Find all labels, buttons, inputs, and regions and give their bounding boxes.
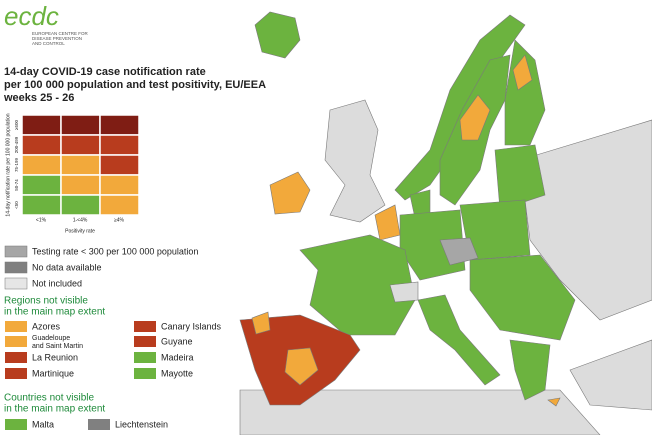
region-label: Guadeloupe xyxy=(32,335,70,342)
logo: ecdc xyxy=(4,1,59,31)
matrix-y-tick: <50 xyxy=(14,201,19,209)
legend-swatch xyxy=(4,245,28,258)
logo-subtitle: EUROPEAN CENTRE FOR xyxy=(32,31,89,36)
spain-region xyxy=(284,347,319,386)
regions-heading: Regions not visible xyxy=(4,296,88,307)
turkey xyxy=(569,339,652,411)
finland xyxy=(504,39,546,146)
cell xyxy=(21,134,62,156)
map xyxy=(239,11,652,435)
logo-subtitle: AND CONTROL xyxy=(32,41,65,46)
east-europe xyxy=(519,119,652,321)
logo-subtitle: DISEASE PREVENTION xyxy=(32,36,82,41)
legend-swatch xyxy=(134,368,156,379)
legend-swatch xyxy=(5,419,27,430)
france xyxy=(299,234,416,336)
cell xyxy=(21,174,62,196)
ireland xyxy=(269,171,311,215)
central-east xyxy=(469,254,576,341)
cell xyxy=(99,174,140,196)
legend-label: Testing rate < 300 per 100 000 populatio… xyxy=(32,246,198,256)
italy xyxy=(417,294,501,386)
baltics xyxy=(494,144,546,211)
cell xyxy=(21,114,62,136)
cell xyxy=(60,114,101,136)
cell xyxy=(60,174,101,196)
region-label: Martinique xyxy=(32,368,74,378)
title: per 100 000 population and test positivi… xyxy=(4,79,266,91)
region-label: Azores xyxy=(32,321,61,331)
legend-label: No data available xyxy=(32,262,102,272)
legend-swatch xyxy=(5,368,27,379)
cell xyxy=(99,154,140,176)
legend-swatch xyxy=(5,321,27,332)
legend-swatch xyxy=(5,352,27,363)
north-africa xyxy=(239,389,601,435)
spain-north-region xyxy=(251,311,271,335)
cell xyxy=(21,154,62,176)
matrix-y-tick: 50-74 xyxy=(14,179,19,191)
greek-island xyxy=(547,397,561,407)
legend-swatch xyxy=(5,336,27,347)
sweden-region xyxy=(459,94,491,141)
region-label: and Saint Martin xyxy=(32,343,83,350)
legend-swatch xyxy=(134,336,156,347)
cell xyxy=(60,154,101,176)
uk xyxy=(324,99,386,223)
legend-swatch xyxy=(4,277,28,290)
legend-swatch xyxy=(4,261,28,274)
matrix-x-tick: ≥4% xyxy=(114,217,125,223)
region-label: Canary Islands xyxy=(161,321,222,331)
region-label: Guyane xyxy=(161,336,193,346)
region-label: Mayotte xyxy=(161,368,193,378)
matrix-y-tick: 200-499 xyxy=(14,136,19,153)
czechia xyxy=(439,237,479,266)
matrix-y-tick: 75-199 xyxy=(14,157,19,172)
title: weeks 25 - 26 xyxy=(3,92,74,104)
legend-label: Not included xyxy=(32,278,82,288)
matrix-x-label: Positivity rate xyxy=(65,228,95,234)
legend-swatch xyxy=(88,419,110,430)
matrix-x-tick: 1-<4% xyxy=(73,217,88,223)
left-panel: ecdc EUROPEAN CENTRE FOR DISEASE PREVENT… xyxy=(3,1,266,430)
cell xyxy=(60,134,101,156)
iceland xyxy=(254,11,301,59)
matrix-x-tick: <1% xyxy=(36,217,47,223)
country-label: Malta xyxy=(32,419,54,429)
cell xyxy=(21,194,62,216)
cell xyxy=(99,134,140,156)
region-label: La Reunion xyxy=(32,352,78,362)
countries-heading: in the main map extent xyxy=(4,404,105,415)
matrix xyxy=(21,114,140,216)
regions-heading: in the main map extent xyxy=(4,307,105,318)
switzerland xyxy=(389,281,419,303)
cell xyxy=(99,114,140,136)
cell xyxy=(60,194,101,216)
country-label: Liechtenstein xyxy=(115,419,168,429)
countries-heading: Countries not visible xyxy=(4,393,94,404)
greece xyxy=(509,339,551,401)
cell xyxy=(99,194,140,216)
finland-region xyxy=(512,54,533,91)
matrix-y-tick: ≥500 xyxy=(14,120,19,130)
legend-swatch xyxy=(134,321,156,332)
region-label: Madeira xyxy=(161,352,194,362)
legend-swatch xyxy=(134,352,156,363)
title: 14-day COVID-19 case notification rate xyxy=(4,66,206,78)
matrix-y-label: 14-day notification rate per 100 000 pop… xyxy=(5,113,11,216)
